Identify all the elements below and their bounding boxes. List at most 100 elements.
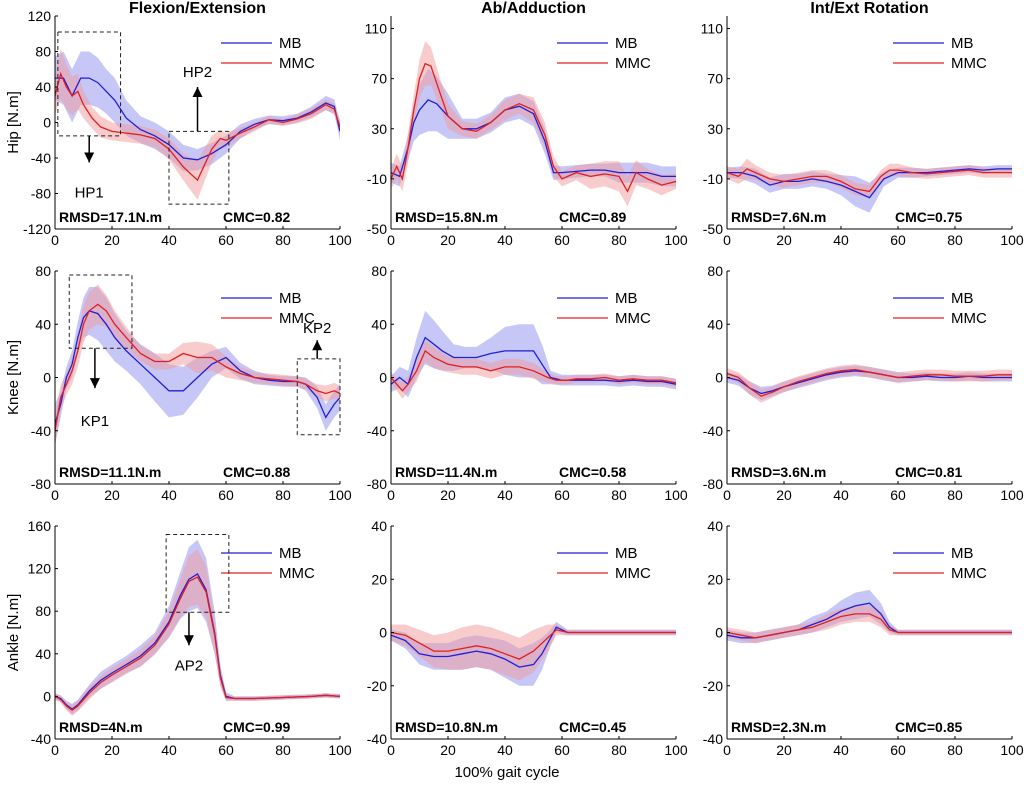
y-tick-label: -120 <box>23 221 51 237</box>
series-line-mmc <box>727 613 1012 639</box>
rmsd-label: RMSD=15.8N.m <box>395 209 498 225</box>
annotation-label: AP2 <box>175 657 203 674</box>
series-line-mmc <box>55 71 340 182</box>
plot-area <box>727 158 1012 213</box>
legend: MB MMC <box>557 35 651 72</box>
annotation-kp2: KP2 <box>296 320 341 436</box>
x-tick-label: 60 <box>890 742 906 758</box>
cmc-label: CMC=0.99 <box>223 719 291 735</box>
band-mmc <box>727 605 1012 644</box>
cmc-label: CMC=0.75 <box>895 209 963 225</box>
y-tick-label: 30 <box>707 121 723 137</box>
annotation-arrow-head <box>183 635 194 646</box>
legend: MB MMC <box>557 545 651 582</box>
panel-2-2: 0 20 40 60 80 100 -40 -20 0 20 40 MB MMC RMSD=2.3N.m C… <box>703 518 1024 758</box>
y-tick-label: 20 <box>371 571 387 587</box>
x-tick-label: 100 <box>1000 742 1024 758</box>
y-tick-label: 40 <box>371 316 387 332</box>
x-tick-label: 100 <box>1000 487 1024 503</box>
x-tick-label: 0 <box>387 742 395 758</box>
series-line-mmc <box>55 576 340 712</box>
plot-area <box>727 589 1012 644</box>
series-line-mmc <box>391 62 676 193</box>
y-tick-label: 0 <box>715 370 723 386</box>
annotation-label: HP1 <box>75 185 104 202</box>
legend: MB MMC <box>221 290 315 327</box>
x-tick-label: 40 <box>497 742 513 758</box>
cmc-label: CMC=0.81 <box>895 464 963 480</box>
x-tick-label: 100 <box>664 232 688 248</box>
legend-label-mmc: MMC <box>951 565 987 582</box>
y-tick-label: -80 <box>31 476 51 492</box>
y-tick-label: -40 <box>31 731 51 747</box>
x-tick-label: 40 <box>161 742 177 758</box>
y-axis-label: Ankle [N.m] <box>5 594 22 672</box>
cmc-label: CMC=0.45 <box>559 719 627 735</box>
band-mmc <box>727 364 1012 403</box>
x-tick-label: 20 <box>104 487 120 503</box>
y-tick-label: -40 <box>703 423 723 439</box>
band-mb <box>55 51 340 172</box>
x-tick-label: 40 <box>497 232 513 248</box>
x-tick-label: 80 <box>611 487 627 503</box>
cmc-label: CMC=0.88 <box>223 464 291 480</box>
x-tick-label: 40 <box>833 232 849 248</box>
legend-label-mmc: MMC <box>951 310 987 327</box>
y-tick-label: 0 <box>43 688 51 704</box>
y-tick-label: 30 <box>371 121 387 137</box>
x-tick-label: 80 <box>947 487 963 503</box>
legend-label-mmc: MMC <box>951 55 987 72</box>
legend-label-mmc: MMC <box>615 565 651 582</box>
y-tick-label: 110 <box>701 21 724 37</box>
legend-label-mb: MB <box>279 545 302 562</box>
annotation-arrow-head <box>89 378 100 389</box>
y-tick-label: -10 <box>367 171 387 187</box>
legend-label-mb: MB <box>951 35 974 52</box>
y-tick-label: -50 <box>367 221 387 237</box>
x-tick-label: 40 <box>497 487 513 503</box>
legend-label-mmc: MMC <box>615 310 651 327</box>
x-tick-label: 0 <box>723 487 731 503</box>
series-line-mb <box>727 168 1012 199</box>
annotation-box <box>165 534 230 613</box>
panel-1-0: 0 20 40 60 80 100 -80 -40 0 40 80 Knee [N.m] MB MMC RM… <box>5 263 352 503</box>
plot-area <box>391 41 676 207</box>
y-tick-label: -40 <box>367 423 387 439</box>
annotation-arrow-head <box>192 87 203 97</box>
panel-0-0: 0 20 40 60 80 100 -120 -80 -40 0 40 80 120 Flexion/Ex… <box>5 0 352 248</box>
rmsd-label: RMSD=17.1N.m <box>59 209 162 225</box>
x-tick-label: 20 <box>776 742 792 758</box>
x-tick-label: 0 <box>51 487 59 503</box>
x-tick-label: 60 <box>218 742 234 758</box>
x-tick-label: 60 <box>218 232 234 248</box>
legend-label-mmc: MMC <box>279 55 315 72</box>
y-tick-label: 80 <box>371 263 387 279</box>
x-tick-label: 40 <box>833 487 849 503</box>
legend-label-mb: MB <box>615 290 638 307</box>
annotation-ap2: AP2 <box>165 534 230 674</box>
annotation-kp1: KP1 <box>68 274 133 430</box>
cmc-label: CMC=0.89 <box>559 209 627 225</box>
y-tick-label: 70 <box>707 71 723 87</box>
rmsd-label: RMSD=2.3N.m <box>731 719 826 735</box>
annotation-box <box>168 130 230 205</box>
annotation-hp1: HP1 <box>57 31 122 202</box>
panel-1-1: 0 20 40 60 80 100 -80 -40 0 40 80 MB MMC RMSD=11.4N.m… <box>367 263 688 503</box>
rmsd-label: RMSD=7.6N.m <box>731 209 826 225</box>
x-tick-label: 80 <box>611 742 627 758</box>
x-tick-label: 80 <box>947 232 963 248</box>
y-tick-label: 120 <box>28 8 52 24</box>
y-tick-label: 80 <box>35 44 51 60</box>
y-tick-label: -40 <box>31 423 51 439</box>
y-tick-label: 120 <box>28 561 52 577</box>
y-tick-label: -10 <box>703 171 723 187</box>
annotation-arrow-head <box>84 152 95 163</box>
y-tick-label: 0 <box>379 625 387 641</box>
legend-label-mb: MB <box>279 35 302 52</box>
y-tick-label: -80 <box>703 476 723 492</box>
legend: MB MMC <box>221 545 315 582</box>
x-tick-label: 20 <box>776 232 792 248</box>
legend: MB MMC <box>893 35 987 72</box>
